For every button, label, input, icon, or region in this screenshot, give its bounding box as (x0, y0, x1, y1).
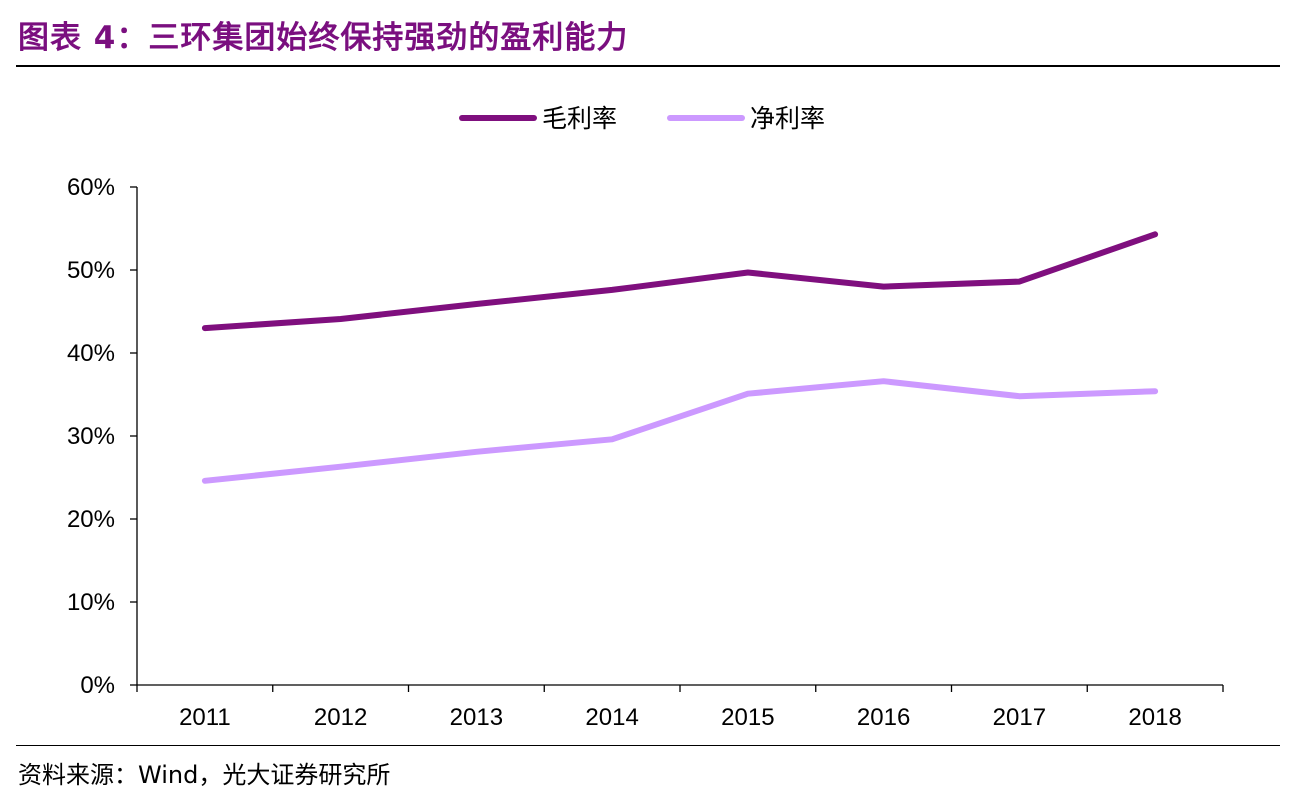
y-tick-label: 10% (67, 589, 115, 616)
data-point (1018, 281, 1020, 283)
y-tick-label: 50% (67, 257, 115, 284)
data-point (747, 393, 749, 395)
footer-divider (16, 745, 1280, 746)
data-point (1018, 395, 1020, 397)
data-point (611, 438, 613, 440)
x-tick-label: 2018 (1128, 704, 1181, 731)
y-tick-label: 30% (67, 423, 115, 450)
data-point (883, 286, 885, 288)
legend-label: 毛利率 (542, 104, 617, 133)
x-tick-label: 2011 (179, 704, 231, 731)
data-point (340, 318, 342, 320)
data-point (204, 327, 206, 329)
data-point (475, 451, 477, 453)
x-tick-label: 2012 (314, 704, 367, 731)
y-tick-label: 20% (67, 506, 115, 533)
y-tick-label: 40% (67, 340, 115, 367)
series-line-1 (201, 231, 1159, 332)
x-tick-label: 2015 (721, 704, 774, 731)
series-line-2 (201, 378, 1159, 484)
source-note: 资料来源：Wind，光大证券研究所 (18, 761, 391, 789)
data-point (340, 466, 342, 468)
data-point (1154, 390, 1156, 392)
data-point (1154, 233, 1156, 235)
x-tick-label: 2016 (857, 704, 910, 731)
x-tick-label: 2017 (993, 704, 1046, 731)
x-tick-label: 2014 (585, 704, 638, 731)
y-tick-label: 0% (80, 672, 115, 699)
data-point (883, 380, 885, 382)
figure-title: 图表 4：三环集团始终保持强劲的盈利能力 (18, 20, 629, 56)
data-point (475, 303, 477, 305)
legend-label: 净利率 (750, 104, 825, 133)
data-point (611, 289, 613, 291)
data-point (747, 271, 749, 273)
title-divider (16, 65, 1280, 67)
data-point (204, 480, 206, 482)
y-tick-label: 60% (67, 174, 115, 201)
x-tick-label: 2013 (450, 704, 503, 731)
